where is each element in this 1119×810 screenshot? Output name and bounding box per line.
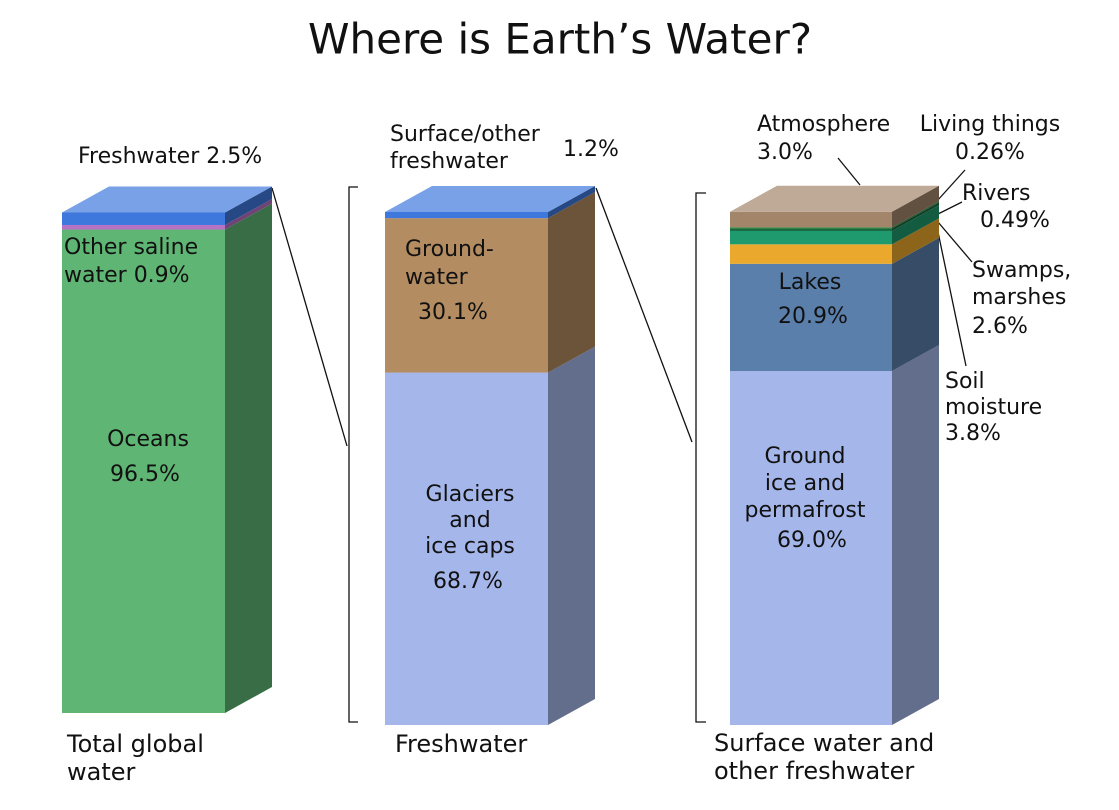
category-label: Freshwater <box>395 730 527 758</box>
bar-segment-side <box>225 199 272 230</box>
segment-label: Surface/other <box>390 122 541 147</box>
leader-line <box>837 157 861 186</box>
value-label: 0.9% <box>134 263 190 288</box>
segment-label: Glaciers <box>426 482 515 507</box>
bar-segment <box>385 218 548 373</box>
chart-title: Where is Earth’s Water? <box>308 15 812 64</box>
category-label: Surface water and <box>714 729 934 757</box>
value-label: 1.2% <box>563 137 619 162</box>
segment-label: Living things <box>920 112 1060 137</box>
segment-label: freshwater <box>390 149 509 174</box>
segment-label: Atmosphere <box>757 112 890 137</box>
segment-label: Ground <box>765 444 846 469</box>
bar-top <box>62 186 272 213</box>
bar-segment-side <box>892 237 939 372</box>
bracket <box>348 186 358 723</box>
bar-segment-side <box>548 186 595 219</box>
bar-segment-side <box>225 186 272 226</box>
bar-segment <box>730 228 892 231</box>
segment-label: marshes <box>972 285 1066 310</box>
category-label: Total global <box>66 730 204 758</box>
leader-line <box>937 201 963 215</box>
value-label: 3.0% <box>757 140 813 165</box>
segment-label: Oceans <box>107 427 189 452</box>
bar-segment <box>730 263 892 372</box>
bar-segment <box>730 211 892 228</box>
segment-label: Swamps, <box>972 258 1071 283</box>
value-label: 2.6% <box>972 314 1028 339</box>
bar-top <box>730 185 939 212</box>
leader-line <box>937 231 967 367</box>
bar-segment <box>385 212 548 219</box>
bracket <box>695 192 706 723</box>
segment-label: permafrost <box>745 498 866 523</box>
value-label: 3.8% <box>945 421 1001 446</box>
value-label: 96.5% <box>110 462 180 487</box>
bar-segment <box>730 230 892 245</box>
connector <box>595 187 693 443</box>
bar-segment <box>730 227 892 229</box>
value-label: 0.49% <box>980 208 1050 233</box>
bar-segment <box>62 229 225 713</box>
connector <box>271 187 348 447</box>
bar-segment <box>385 372 548 725</box>
bar-segment <box>730 244 892 264</box>
bar-segment-side <box>892 345 939 725</box>
segment-label: ice caps <box>425 534 515 559</box>
category-label: water <box>67 758 136 786</box>
segment-label: water <box>64 263 128 288</box>
leader-line <box>936 169 966 202</box>
segment-label: Ground- <box>405 237 494 262</box>
value-label: 69.0% <box>777 528 847 553</box>
value-label: 68.7% <box>433 569 503 594</box>
value-label: 2.5% <box>206 144 262 169</box>
bar-segment-side <box>892 204 939 245</box>
segment-label: Lakes <box>779 270 842 295</box>
leader-line <box>937 221 973 263</box>
value-label: 0.26% <box>955 140 1025 165</box>
bar-segment <box>730 371 892 725</box>
segment-label: Freshwater <box>78 144 200 169</box>
segment-label: moisture <box>945 395 1042 420</box>
bar-segment-side <box>892 218 939 264</box>
segment-label: water <box>405 265 469 290</box>
segment-label: and <box>449 508 490 533</box>
bar-segment-side <box>892 185 939 228</box>
segment-label: ice and <box>765 471 845 496</box>
segment-label: Rivers <box>962 181 1030 206</box>
value-label: 30.1% <box>418 300 488 325</box>
bar-segment <box>62 212 225 226</box>
bar-segment-side <box>225 203 272 713</box>
segment-label: Other saline <box>64 235 198 260</box>
bar-segment-side <box>548 192 595 373</box>
bar-segment-side <box>892 201 939 229</box>
value-label: 20.9% <box>778 304 848 329</box>
segment-label: Soil <box>945 369 985 394</box>
bar-segment <box>62 225 225 230</box>
bar-segment-side <box>892 202 939 231</box>
bar-top <box>385 186 595 212</box>
category-label: other freshwater <box>714 757 914 785</box>
bar-segment-side <box>548 346 595 725</box>
